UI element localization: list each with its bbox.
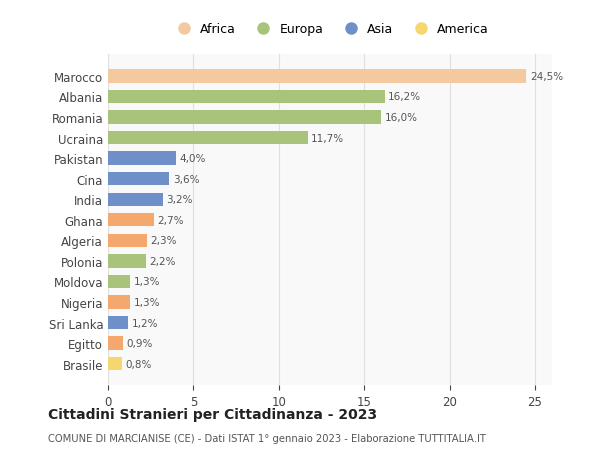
Text: 3,2%: 3,2% — [166, 195, 193, 205]
Bar — [108, 193, 163, 207]
Text: 1,2%: 1,2% — [132, 318, 158, 328]
Text: 3,6%: 3,6% — [173, 174, 199, 185]
Bar — [108, 275, 130, 289]
Bar — [108, 213, 154, 227]
Text: 1,3%: 1,3% — [134, 277, 160, 287]
Text: 2,2%: 2,2% — [149, 256, 175, 266]
Legend: Africa, Europa, Asia, America: Africa, Europa, Asia, America — [166, 18, 494, 41]
Bar — [108, 132, 308, 145]
Bar — [108, 111, 381, 124]
Bar — [108, 90, 385, 104]
Text: COMUNE DI MARCIANISE (CE) - Dati ISTAT 1° gennaio 2023 - Elaborazione TUTTITALIA: COMUNE DI MARCIANISE (CE) - Dati ISTAT 1… — [48, 433, 486, 442]
Text: 16,2%: 16,2% — [388, 92, 421, 102]
Text: 24,5%: 24,5% — [530, 72, 563, 82]
Text: 11,7%: 11,7% — [311, 133, 344, 143]
Bar — [108, 316, 128, 330]
Text: 2,7%: 2,7% — [158, 215, 184, 225]
Bar — [108, 337, 124, 350]
Bar — [108, 70, 526, 84]
Text: 16,0%: 16,0% — [385, 113, 418, 123]
Text: 0,8%: 0,8% — [125, 359, 151, 369]
Bar — [108, 152, 176, 165]
Text: 1,3%: 1,3% — [134, 297, 160, 308]
Text: 2,3%: 2,3% — [151, 236, 177, 246]
Text: Cittadini Stranieri per Cittadinanza - 2023: Cittadini Stranieri per Cittadinanza - 2… — [48, 407, 377, 421]
Bar — [108, 255, 146, 268]
Text: 0,9%: 0,9% — [127, 338, 153, 348]
Text: 4,0%: 4,0% — [180, 154, 206, 164]
Bar — [108, 173, 169, 186]
Bar — [108, 234, 147, 247]
Bar — [108, 296, 130, 309]
Bar — [108, 357, 122, 370]
